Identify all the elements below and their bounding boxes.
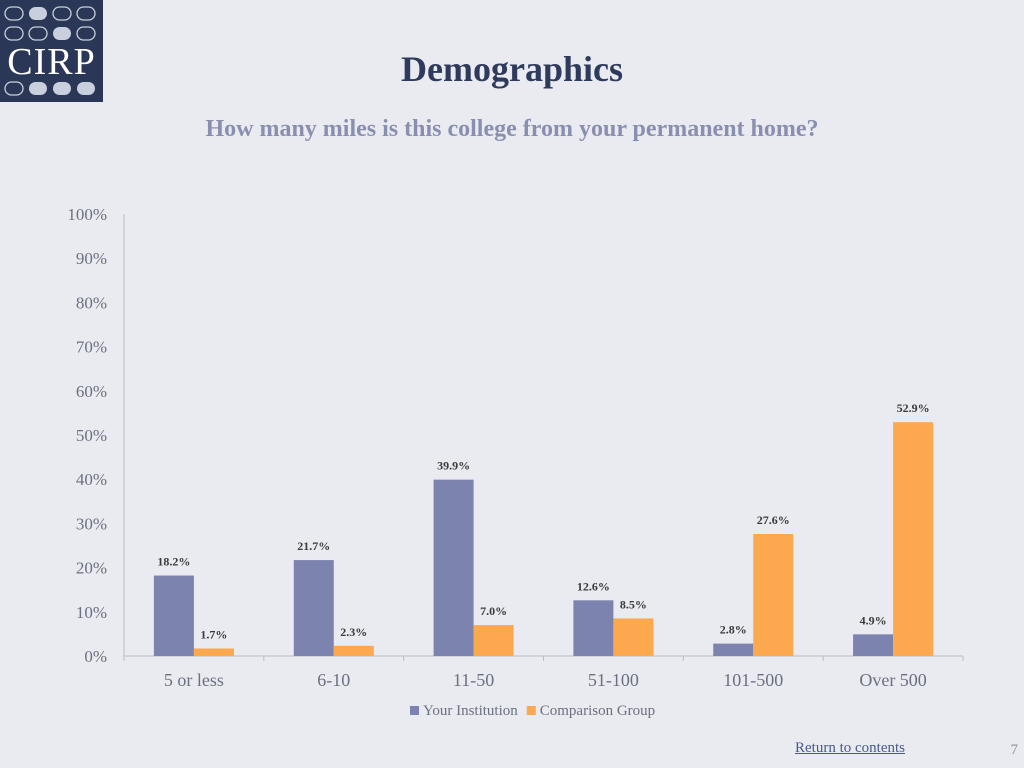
bar-comparison-group — [333, 645, 374, 656]
bar-your-institution — [433, 479, 474, 656]
y-tick-label: 40% — [76, 470, 107, 489]
data-label: 18.2% — [157, 555, 190, 569]
bar-your-institution — [713, 643, 754, 656]
cirp-logo-mark — [4, 6, 96, 96]
bar-comparison-group — [893, 422, 934, 656]
y-tick-label: 80% — [76, 293, 107, 312]
y-tick-label: 50% — [76, 426, 107, 445]
y-tick-label: 0% — [84, 647, 107, 666]
bar-your-institution — [853, 634, 894, 656]
y-tick-label: 100% — [67, 205, 107, 224]
cirp-logo: CIRP — [0, 0, 103, 102]
page-title: Demographics — [401, 49, 623, 89]
data-label: 39.9% — [437, 459, 470, 473]
data-label: 1.7% — [200, 627, 227, 641]
page-number: 7 — [1010, 742, 1019, 758]
bar-comparison-group — [613, 618, 654, 656]
bar-your-institution — [293, 560, 334, 656]
bar-your-institution — [573, 600, 614, 656]
data-label: 21.7% — [297, 539, 330, 553]
bar-comparison-group — [473, 625, 514, 656]
x-tick-label: 6-10 — [317, 670, 350, 690]
legend-swatch — [526, 706, 536, 715]
distance-bar-chart: 0% 10% 20% 30% 40% 50% 60% 70% 80% 90% 100% 18.2% 1.… — [67, 205, 964, 719]
y-tick-label: 10% — [76, 603, 107, 622]
y-tick-label: 90% — [76, 249, 107, 268]
data-label: 2.3% — [340, 625, 367, 639]
return-to-contents-link[interactable]: Return to contents — [795, 740, 905, 756]
legend-label: Your Institution — [423, 703, 518, 719]
y-tick-label: 30% — [76, 514, 107, 533]
x-tick-label: 11-50 — [453, 670, 494, 690]
data-label: 7.0% — [480, 604, 507, 618]
y-tick-label: 70% — [76, 338, 107, 357]
data-label: 27.6% — [757, 513, 790, 527]
data-label: 2.8% — [720, 623, 747, 637]
legend-swatch — [410, 706, 419, 715]
bar-your-institution — [153, 575, 194, 656]
page-subtitle: How many miles is this college from your… — [205, 116, 819, 142]
x-tick-label: 51-100 — [588, 670, 639, 690]
data-label: 8.5% — [620, 597, 647, 611]
bar-comparison-group — [753, 534, 794, 656]
data-label: 52.9% — [897, 401, 930, 415]
y-tick-label: 20% — [76, 559, 107, 578]
cirp-logo-text: CIRP — [7, 41, 96, 83]
y-tick-label: 60% — [76, 382, 107, 401]
x-tick-label: Over 500 — [859, 670, 926, 690]
data-label: 12.6% — [577, 579, 610, 593]
data-label: 4.9% — [860, 613, 887, 627]
x-tick-label: 5 or less — [164, 670, 224, 690]
x-tick-label: 101-500 — [723, 670, 783, 690]
legend-label: Comparison Group — [540, 703, 655, 719]
bar-comparison-group — [193, 648, 234, 656]
